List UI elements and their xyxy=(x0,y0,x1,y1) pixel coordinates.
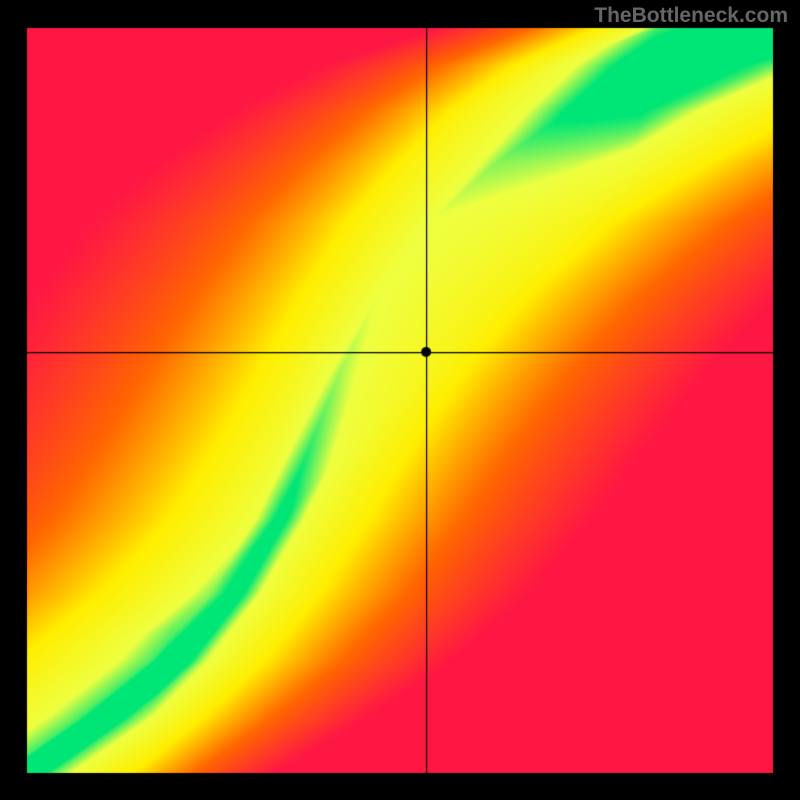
chart-container: TheBottleneck.com xyxy=(0,0,800,800)
heatmap-canvas xyxy=(0,0,800,800)
watermark-text: TheBottleneck.com xyxy=(594,4,788,28)
